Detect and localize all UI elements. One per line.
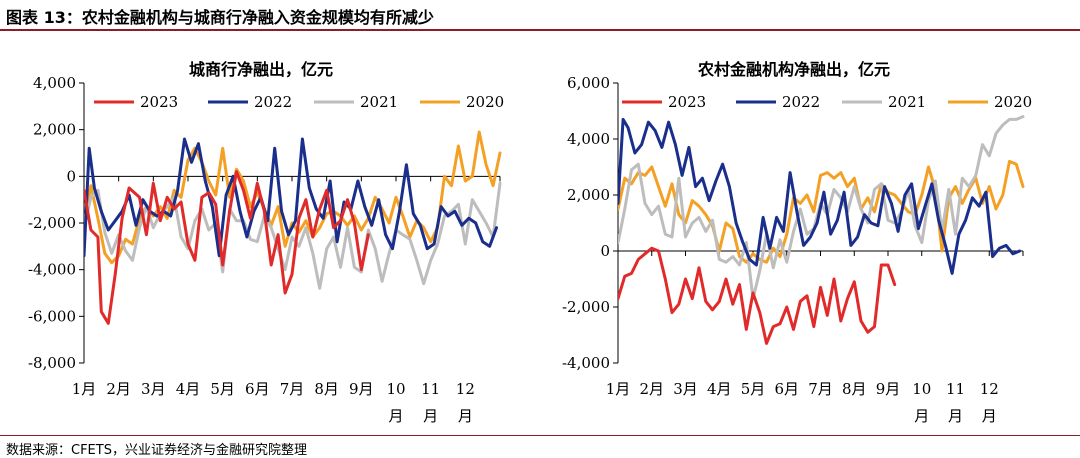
x-tick-label-line2: 月 [982, 407, 997, 425]
x-tick-label-line2: 月 [914, 407, 929, 425]
x-tick-label: 9月 [349, 380, 374, 398]
series-line-2023 [618, 246, 897, 345]
x-tick-label-line2: 月 [458, 407, 473, 425]
x-tick-label: 5月 [210, 380, 235, 398]
legend-label-2022: 2022 [254, 93, 292, 111]
y-tick-label: 4,000 [33, 74, 76, 92]
city-commercial-bank-chart: 城商行净融出，亿元 4,000 2,000 0 -2,000 -4,000 -6,000 -8… [28, 60, 504, 425]
y-tick-label: -4,000 [28, 261, 76, 279]
y-tick-label: 4,000 [567, 130, 610, 148]
x-tick-label: 4月 [707, 380, 732, 398]
x-tick-label-line2: 月 [388, 407, 403, 425]
y-tick-label: -2,000 [562, 298, 610, 316]
y-tick-label: -6,000 [28, 307, 76, 325]
x-tick-label: 12 [980, 380, 999, 398]
x-tick-label: 11 [946, 380, 965, 398]
x-tick-label: 1月 [72, 380, 97, 398]
x-tick-label: 6月 [245, 380, 270, 398]
legend-label-2020: 2020 [466, 93, 504, 111]
series-line-2020 [84, 130, 502, 265]
x-tick-label: 10 [912, 380, 931, 398]
x-tick-label-line2: 月 [423, 407, 438, 425]
series-line-2021 [84, 181, 502, 290]
series-line-2023 [84, 170, 370, 325]
data-source-note: 数据来源：CFETS，兴业证券经济与金融研究院整理 [6, 443, 307, 458]
figure-title: 图表 13：农村金融机构与城商行净融入资金规模均有所减少 [6, 8, 434, 27]
x-tick-label-line2: 月 [948, 407, 963, 425]
legend-label-2021: 2021 [360, 93, 398, 111]
x-tick-label: 2月 [106, 380, 131, 398]
source-rule [0, 435, 1080, 436]
legend-label-2020: 2020 [994, 93, 1032, 111]
x-tick-label: 2月 [639, 380, 664, 398]
x-tick-label: 3月 [141, 380, 166, 398]
series-line-2020 [618, 159, 1025, 264]
x-tick-label: 7月 [280, 380, 305, 398]
chart-title: 农村金融机构净融出，亿元 [697, 60, 890, 79]
y-tick-label: 0 [600, 242, 610, 260]
x-tick-label: 3月 [673, 380, 698, 398]
x-tick-label: 10 [386, 380, 405, 398]
y-tick-label: 2,000 [33, 121, 76, 139]
y-tick-label: -4,000 [562, 354, 610, 372]
chart-title: 城商行净融出，亿元 [189, 60, 333, 79]
x-tick-label: 7月 [808, 380, 833, 398]
x-tick-label: 12 [456, 380, 475, 398]
y-tick-label: 6,000 [567, 74, 610, 92]
x-tick-label: 6月 [774, 380, 799, 398]
legend-label-2023: 2023 [668, 93, 706, 111]
y-tick-label: -2,000 [28, 214, 76, 232]
rural-financial-institution-chart: 农村金融机构净融出，亿元 6,000 4,000 2,000 0 -2,000 -4,000… [562, 60, 1032, 425]
x-tick-label: 8月 [314, 380, 339, 398]
legend-label-2023: 2023 [140, 93, 178, 111]
x-tick-label: 5月 [741, 380, 766, 398]
x-tick-label: 4月 [176, 380, 201, 398]
y-tick-label: -8,000 [28, 354, 76, 372]
x-tick-label: 11 [421, 380, 440, 398]
title-rule [0, 29, 1080, 31]
x-tick-label: 9月 [876, 380, 901, 398]
y-tick-label: 0 [66, 167, 76, 185]
legend-label-2021: 2021 [888, 93, 926, 111]
legend-label-2022: 2022 [782, 93, 820, 111]
x-tick-label: 8月 [842, 380, 867, 398]
y-tick-label: 2,000 [567, 186, 610, 204]
series-line-2022 [618, 117, 1022, 275]
x-tick-label: 1月 [606, 380, 631, 398]
